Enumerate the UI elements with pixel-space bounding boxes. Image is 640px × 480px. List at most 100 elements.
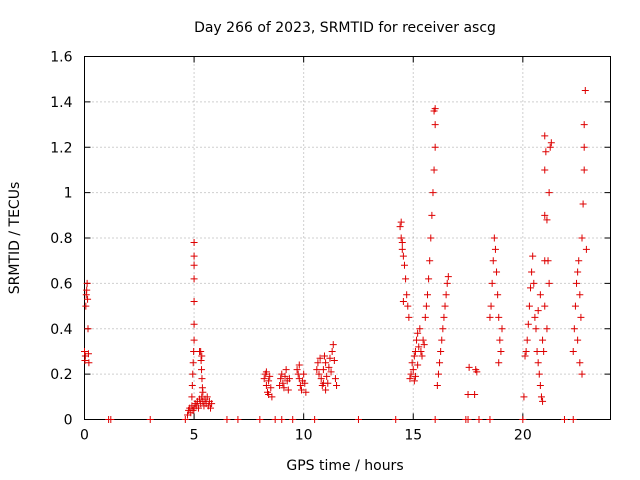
data-point [410, 352, 418, 360]
data-point [444, 273, 452, 281]
data-point [438, 336, 446, 344]
points-layer [81, 87, 590, 423]
data-point [417, 347, 425, 355]
data-point [198, 366, 206, 374]
data-point [262, 368, 270, 376]
data-point [190, 252, 198, 260]
data-point [189, 370, 197, 378]
data-point [190, 336, 198, 344]
data-point [280, 384, 288, 392]
data-point [400, 261, 408, 269]
data-point [426, 257, 434, 265]
data-point [431, 416, 439, 423]
data-point [496, 336, 504, 344]
data-point [573, 279, 581, 287]
data-point [534, 359, 542, 367]
data-point [327, 368, 335, 376]
data-point [328, 347, 336, 355]
x-tick-label: 20 [514, 428, 532, 444]
data-point [524, 320, 532, 328]
data-point [256, 416, 264, 423]
data-point [473, 368, 481, 376]
data-point [199, 388, 207, 396]
data-point [425, 275, 433, 283]
data-point [83, 279, 91, 287]
data-point [579, 200, 587, 208]
data-point [529, 252, 537, 260]
data-point [441, 302, 449, 310]
data-point [260, 375, 268, 383]
data-point [409, 366, 417, 374]
data-point [282, 366, 290, 374]
data-point [271, 416, 279, 423]
grid-layer [84, 56, 611, 420]
data-point [313, 366, 321, 374]
data-point [190, 347, 198, 355]
data-point [442, 291, 450, 299]
data-point [433, 381, 441, 389]
data-point [486, 416, 494, 423]
data-point [574, 268, 582, 276]
data-point [320, 352, 328, 360]
data-point [471, 391, 479, 399]
y-tick-label: 0.6 [50, 276, 72, 292]
data-point [266, 372, 274, 380]
data-point [322, 386, 330, 394]
data-point [539, 397, 547, 405]
data-point [493, 268, 501, 276]
data-point [411, 372, 419, 380]
data-point [190, 298, 198, 306]
y-tick-label: 0 [64, 413, 73, 429]
data-point [402, 275, 410, 283]
data-point [311, 416, 319, 423]
data-point [322, 359, 330, 367]
data-point [431, 143, 439, 151]
data-point [277, 375, 285, 383]
data-point [523, 336, 531, 344]
data-point [396, 223, 404, 231]
data-point [569, 416, 577, 423]
data-point [490, 234, 498, 242]
data-point [491, 245, 499, 253]
y-tick-label: 1.2 [50, 140, 72, 156]
data-point [300, 370, 308, 378]
data-point [580, 143, 588, 151]
data-point [574, 336, 582, 344]
data-point [546, 143, 554, 151]
data-point [527, 284, 535, 292]
data-point [407, 370, 415, 378]
data-point [569, 347, 577, 355]
data-point [539, 336, 547, 344]
data-point [265, 377, 273, 385]
data-point [331, 375, 339, 383]
data-point [413, 336, 421, 344]
y-axis-label: SRMTID / TECUs [7, 182, 23, 295]
data-point [262, 381, 270, 389]
y-tick-label: 0.4 [50, 322, 72, 338]
data-point [488, 279, 496, 287]
data-point [267, 384, 275, 392]
data-point [495, 359, 503, 367]
data-point [541, 132, 549, 140]
x-tick-label: 15 [404, 428, 422, 444]
x-tick-label: 10 [295, 428, 313, 444]
data-point [537, 393, 545, 401]
data-point [578, 234, 586, 242]
data-point [197, 357, 205, 365]
data-point [430, 166, 438, 174]
data-point [315, 370, 323, 378]
data-point [189, 359, 197, 367]
data-point [392, 416, 400, 423]
data-point [541, 302, 549, 310]
data-point [520, 393, 528, 401]
data-point [397, 234, 405, 242]
data-point [427, 234, 435, 242]
data-point [265, 391, 273, 399]
data-point [536, 291, 544, 299]
data-point [530, 279, 538, 287]
data-point [181, 416, 189, 423]
data-point [541, 211, 549, 219]
data-point [314, 359, 322, 367]
data-point [399, 298, 407, 306]
